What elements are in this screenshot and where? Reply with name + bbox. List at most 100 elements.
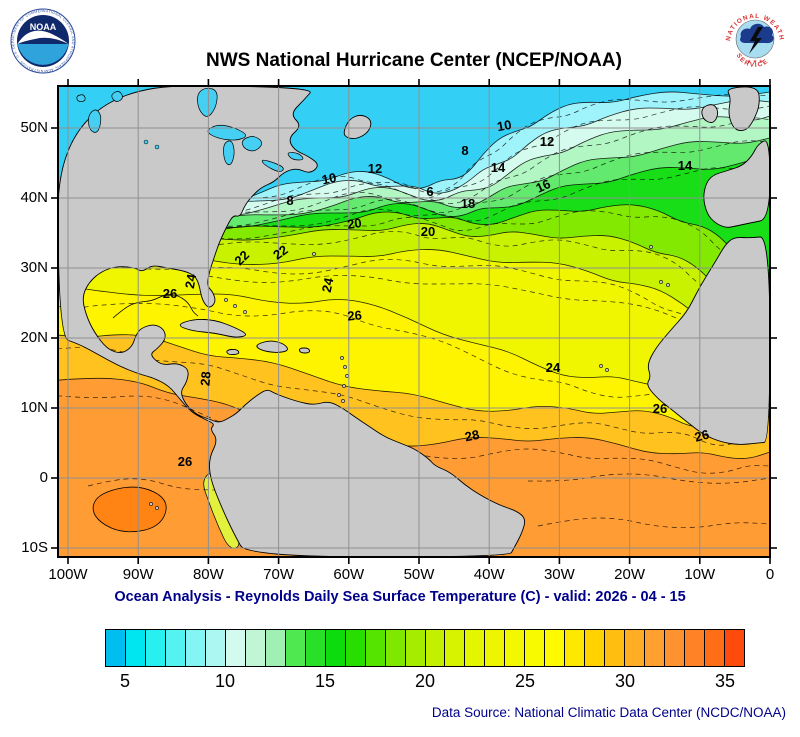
noaa-logo: NATIONAL OCEANIC AND ATMOSPHERIC ADMINIS… xyxy=(10,8,76,74)
lake xyxy=(154,144,160,150)
contour-label: 28 xyxy=(463,427,480,445)
lake xyxy=(261,159,284,172)
contour-label: 10 xyxy=(320,170,337,188)
contour-label: 22 xyxy=(270,242,290,263)
page-title: NWS National Hurricane Center (NCEP/NOAA… xyxy=(206,50,622,71)
island xyxy=(343,365,347,369)
colorbar-cell xyxy=(565,630,586,666)
colorbar-cell xyxy=(465,630,486,666)
lon-tick-label: 70W xyxy=(263,566,295,583)
map-frame xyxy=(57,85,771,558)
contour-label: 24 xyxy=(319,276,337,294)
lake xyxy=(76,94,86,102)
colorbar-cell xyxy=(665,630,686,666)
contour-label: 20 xyxy=(421,224,435,239)
lake xyxy=(88,109,102,133)
colorbar-cell xyxy=(345,630,366,666)
colorbar-cell xyxy=(685,630,706,666)
lon-tick-label: 50W xyxy=(403,566,435,583)
lat-tick-label: 40N xyxy=(20,189,48,206)
colorbar-cell xyxy=(545,630,566,666)
island xyxy=(149,502,153,506)
isotherm-dashed-line xyxy=(58,140,770,227)
colorbar-cell xyxy=(705,630,726,666)
lon-tick-label: 30W xyxy=(543,566,575,583)
colorbar-tick-label: 10 xyxy=(214,671,236,691)
land-mass xyxy=(58,86,526,557)
island xyxy=(605,368,609,372)
warm-pool xyxy=(92,486,167,533)
contour-label: 8 xyxy=(286,193,293,208)
colorbar-cell xyxy=(125,630,146,666)
island xyxy=(659,280,663,284)
colorbar-cell xyxy=(165,630,186,666)
colorbar-tick-label: 30 xyxy=(614,671,636,691)
land-mass xyxy=(701,104,719,123)
island xyxy=(224,298,228,302)
colorbar xyxy=(105,629,745,667)
colorbar-cell xyxy=(425,630,446,666)
contour-label: 12 xyxy=(368,161,382,176)
contour-label: 26 xyxy=(653,401,667,416)
noaa-gull-icon xyxy=(17,30,69,44)
isotherm-line xyxy=(58,91,770,204)
colorbar-cell xyxy=(625,630,646,666)
isotherm-dashed-line xyxy=(58,117,770,224)
colorbar-cell xyxy=(485,630,506,666)
colorbar-cell xyxy=(385,630,406,666)
island xyxy=(340,356,344,360)
contour-label: 8 xyxy=(461,143,468,158)
island xyxy=(666,283,670,287)
colorbar-tick-label: 25 xyxy=(514,671,536,691)
contour-label: 24 xyxy=(546,360,561,375)
land-mass xyxy=(226,348,240,356)
colorbar-cell xyxy=(106,630,126,666)
contour-label: 14 xyxy=(678,158,693,173)
lake xyxy=(197,87,218,117)
lon-tick-label: 60W xyxy=(333,566,365,583)
land-mass xyxy=(299,347,310,354)
colorbar-tick-label: 5 xyxy=(119,671,131,691)
grid-layer xyxy=(58,86,770,557)
contour-label: 26 xyxy=(347,307,363,323)
isotherm-dashed-line xyxy=(58,231,770,330)
island xyxy=(599,364,603,368)
isotherm-line xyxy=(58,249,770,339)
lake xyxy=(143,139,149,145)
frame-layer xyxy=(51,79,777,564)
colorbar-cell xyxy=(265,630,286,666)
island xyxy=(233,304,237,308)
island xyxy=(155,506,159,510)
colorbar-tick-label: 20 xyxy=(414,671,436,691)
land-mass xyxy=(343,114,372,140)
noaa-sea xyxy=(17,44,69,65)
isotherm-line xyxy=(58,204,770,297)
island xyxy=(341,399,345,403)
isotherm-dashed-line xyxy=(537,517,770,528)
land-mass xyxy=(256,340,288,353)
colorbar-cell xyxy=(505,630,526,666)
contour-label: 16 xyxy=(533,176,552,196)
colorbar-cell xyxy=(585,630,606,666)
colorbar-cell xyxy=(445,630,466,666)
isotherm-line xyxy=(58,159,770,228)
colorbar-cell xyxy=(305,630,326,666)
lon-tick-label: 90W xyxy=(122,566,154,583)
lon-tick-label: 100W xyxy=(48,566,88,583)
island xyxy=(649,245,653,249)
nws-logo: NATIONAL WEATHER SERVICE ★ ★ ★ xyxy=(722,6,786,70)
gulf-26-isotherm xyxy=(112,294,199,319)
colorbar-cell xyxy=(225,630,246,666)
isotherm-dashed-line xyxy=(87,478,245,499)
contour-label: 14 xyxy=(491,160,506,175)
lon-tick-label: 0 xyxy=(765,566,775,583)
colorbar-cell xyxy=(405,630,426,666)
colorbar-cell xyxy=(365,630,386,666)
nws-lightning-icon xyxy=(749,27,763,54)
data-source: Data Source: National Climatic Data Cent… xyxy=(431,705,786,720)
colorbar-tick-label: 35 xyxy=(714,671,736,691)
contour-label: 12 xyxy=(540,134,554,149)
land-mass xyxy=(647,236,770,445)
